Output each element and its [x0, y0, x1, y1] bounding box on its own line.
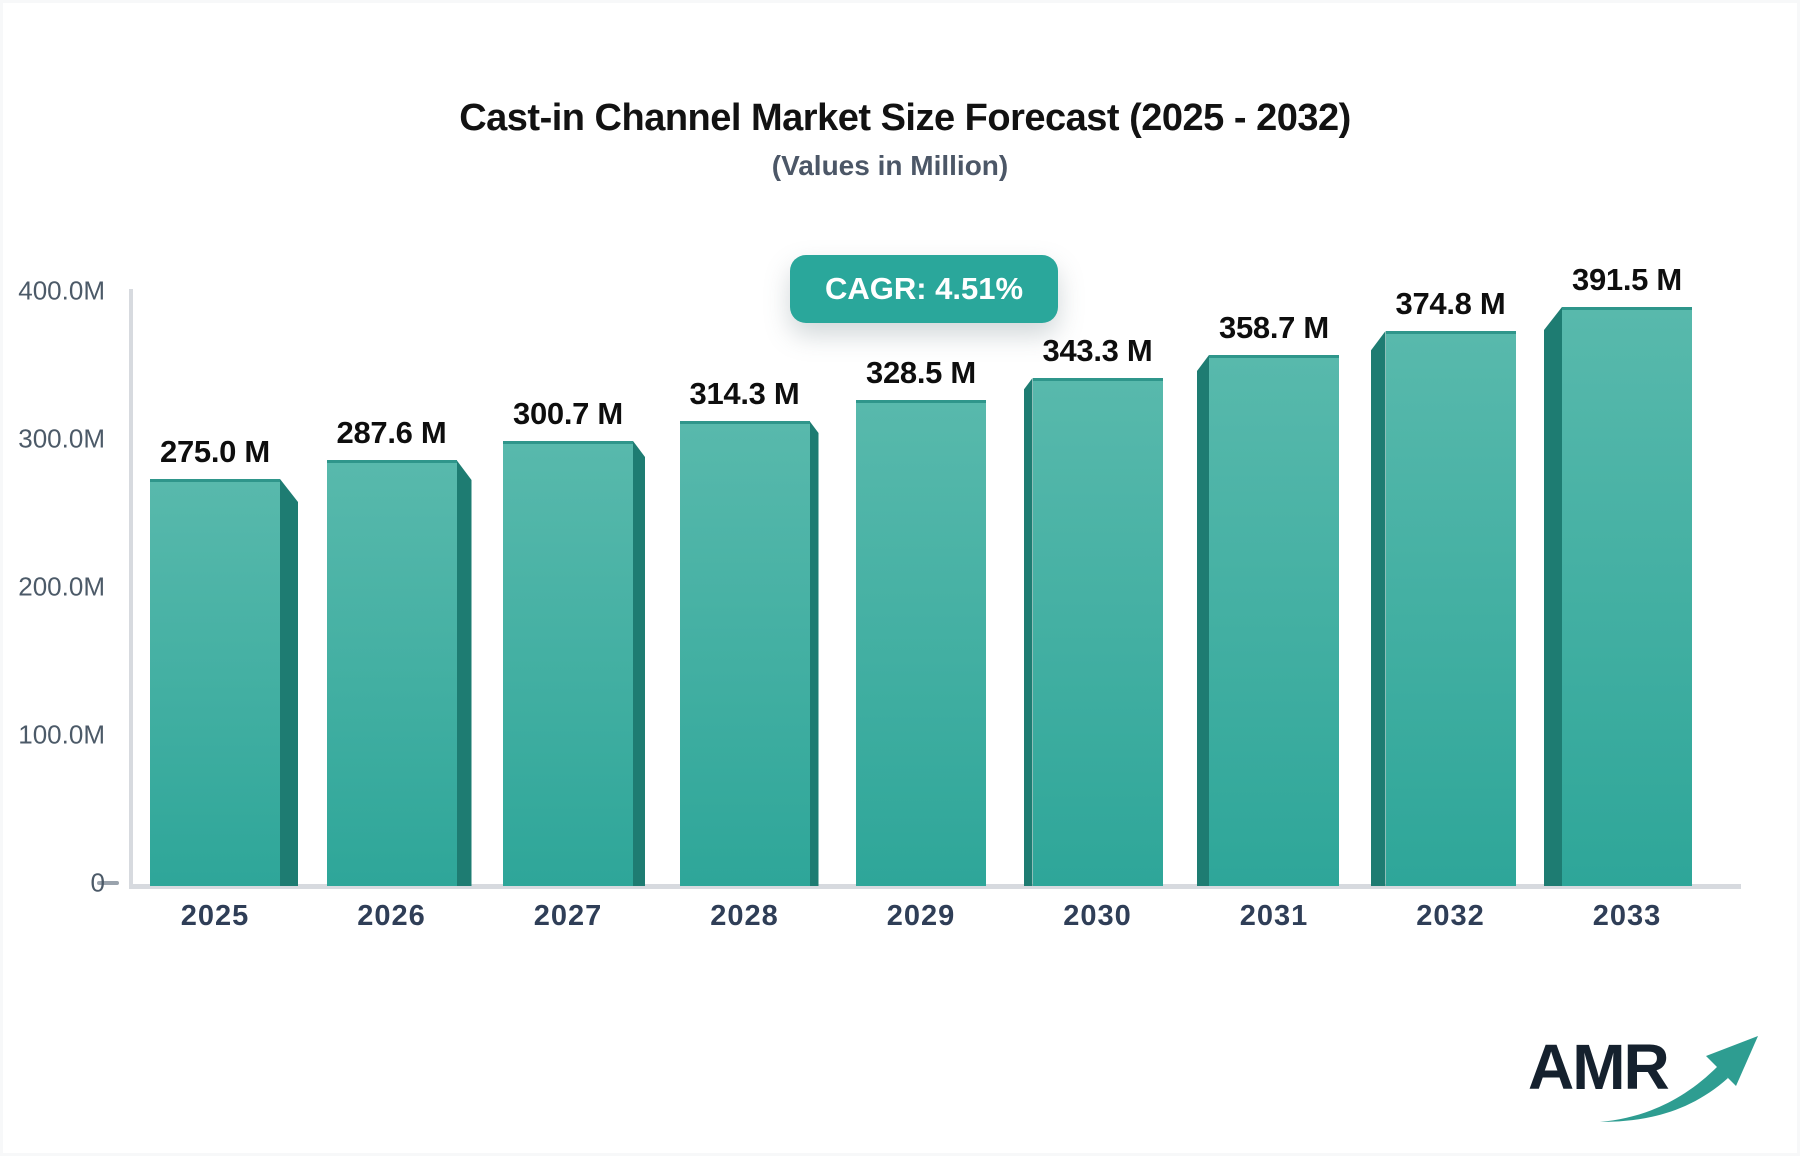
x-axis-label: 2026: [357, 900, 426, 932]
bar-value-label: 358.7 M: [1219, 310, 1329, 345]
chart-subtitle: (Values in Million): [771, 150, 1009, 181]
bar-side-face: [1370, 331, 1386, 886]
bar: [1209, 355, 1339, 886]
bar-side-face: [633, 441, 645, 886]
bar-value-label: 287.6 M: [336, 415, 447, 450]
x-axis-label: 2033: [1592, 900, 1662, 932]
y-axis-label: 200.0M: [18, 571, 105, 602]
bar-side-face: [1544, 307, 1562, 886]
bar: [1032, 378, 1163, 886]
growth-arrow-icon: [1600, 1036, 1758, 1122]
amr-logo: AMR: [1528, 1030, 1768, 1122]
x-axis-label: 2025: [180, 900, 250, 932]
bar-value-label: 343.3 M: [1042, 333, 1153, 368]
bar: [326, 460, 457, 886]
bar: [1562, 307, 1692, 886]
cagr-badge: CAGR: 4.51%: [790, 255, 1058, 323]
x-axis-label: 2027: [533, 900, 603, 932]
x-axis-baseline: [129, 884, 1741, 889]
chart-title: Cast-in Channel Market Size Forecast (20…: [459, 97, 1351, 139]
x-axis-label: 2028: [710, 900, 779, 932]
x-axis-label: 2029: [886, 900, 956, 932]
y-axis-label: 400.0M: [18, 275, 105, 306]
y-axis-label: 300.0M: [18, 423, 105, 454]
bar-value-label: 300.7 M: [513, 396, 623, 431]
bar-side-face: [809, 421, 819, 886]
amr-logo-text: AMR: [1528, 1031, 1670, 1103]
y-axis-label: 0: [90, 867, 105, 898]
bar-side-face: [1197, 355, 1209, 886]
bar: [150, 479, 280, 886]
bar-side-face: [456, 460, 472, 886]
bar-value-label: 275.0 M: [160, 434, 270, 469]
bar-value-label: 391.5 M: [1572, 262, 1682, 297]
bar-value-label: 374.8 M: [1395, 286, 1506, 321]
y-axis-label: 100.0M: [18, 719, 105, 750]
bar: [856, 400, 986, 886]
bar: [679, 421, 810, 886]
bar-side-face: [1023, 378, 1033, 886]
bar: [503, 441, 633, 886]
zero-tick-dash: [97, 881, 119, 885]
bar-value-label: 328.5 M: [866, 355, 976, 390]
x-axis-label: 2031: [1239, 900, 1309, 932]
bar-side-face: [280, 479, 298, 886]
bar: [1385, 331, 1516, 886]
y-axis-line: [129, 289, 133, 886]
bar-value-label: 314.3 M: [689, 376, 800, 411]
x-axis-label: 2030: [1063, 900, 1132, 932]
x-axis-label: 2032: [1416, 900, 1485, 932]
